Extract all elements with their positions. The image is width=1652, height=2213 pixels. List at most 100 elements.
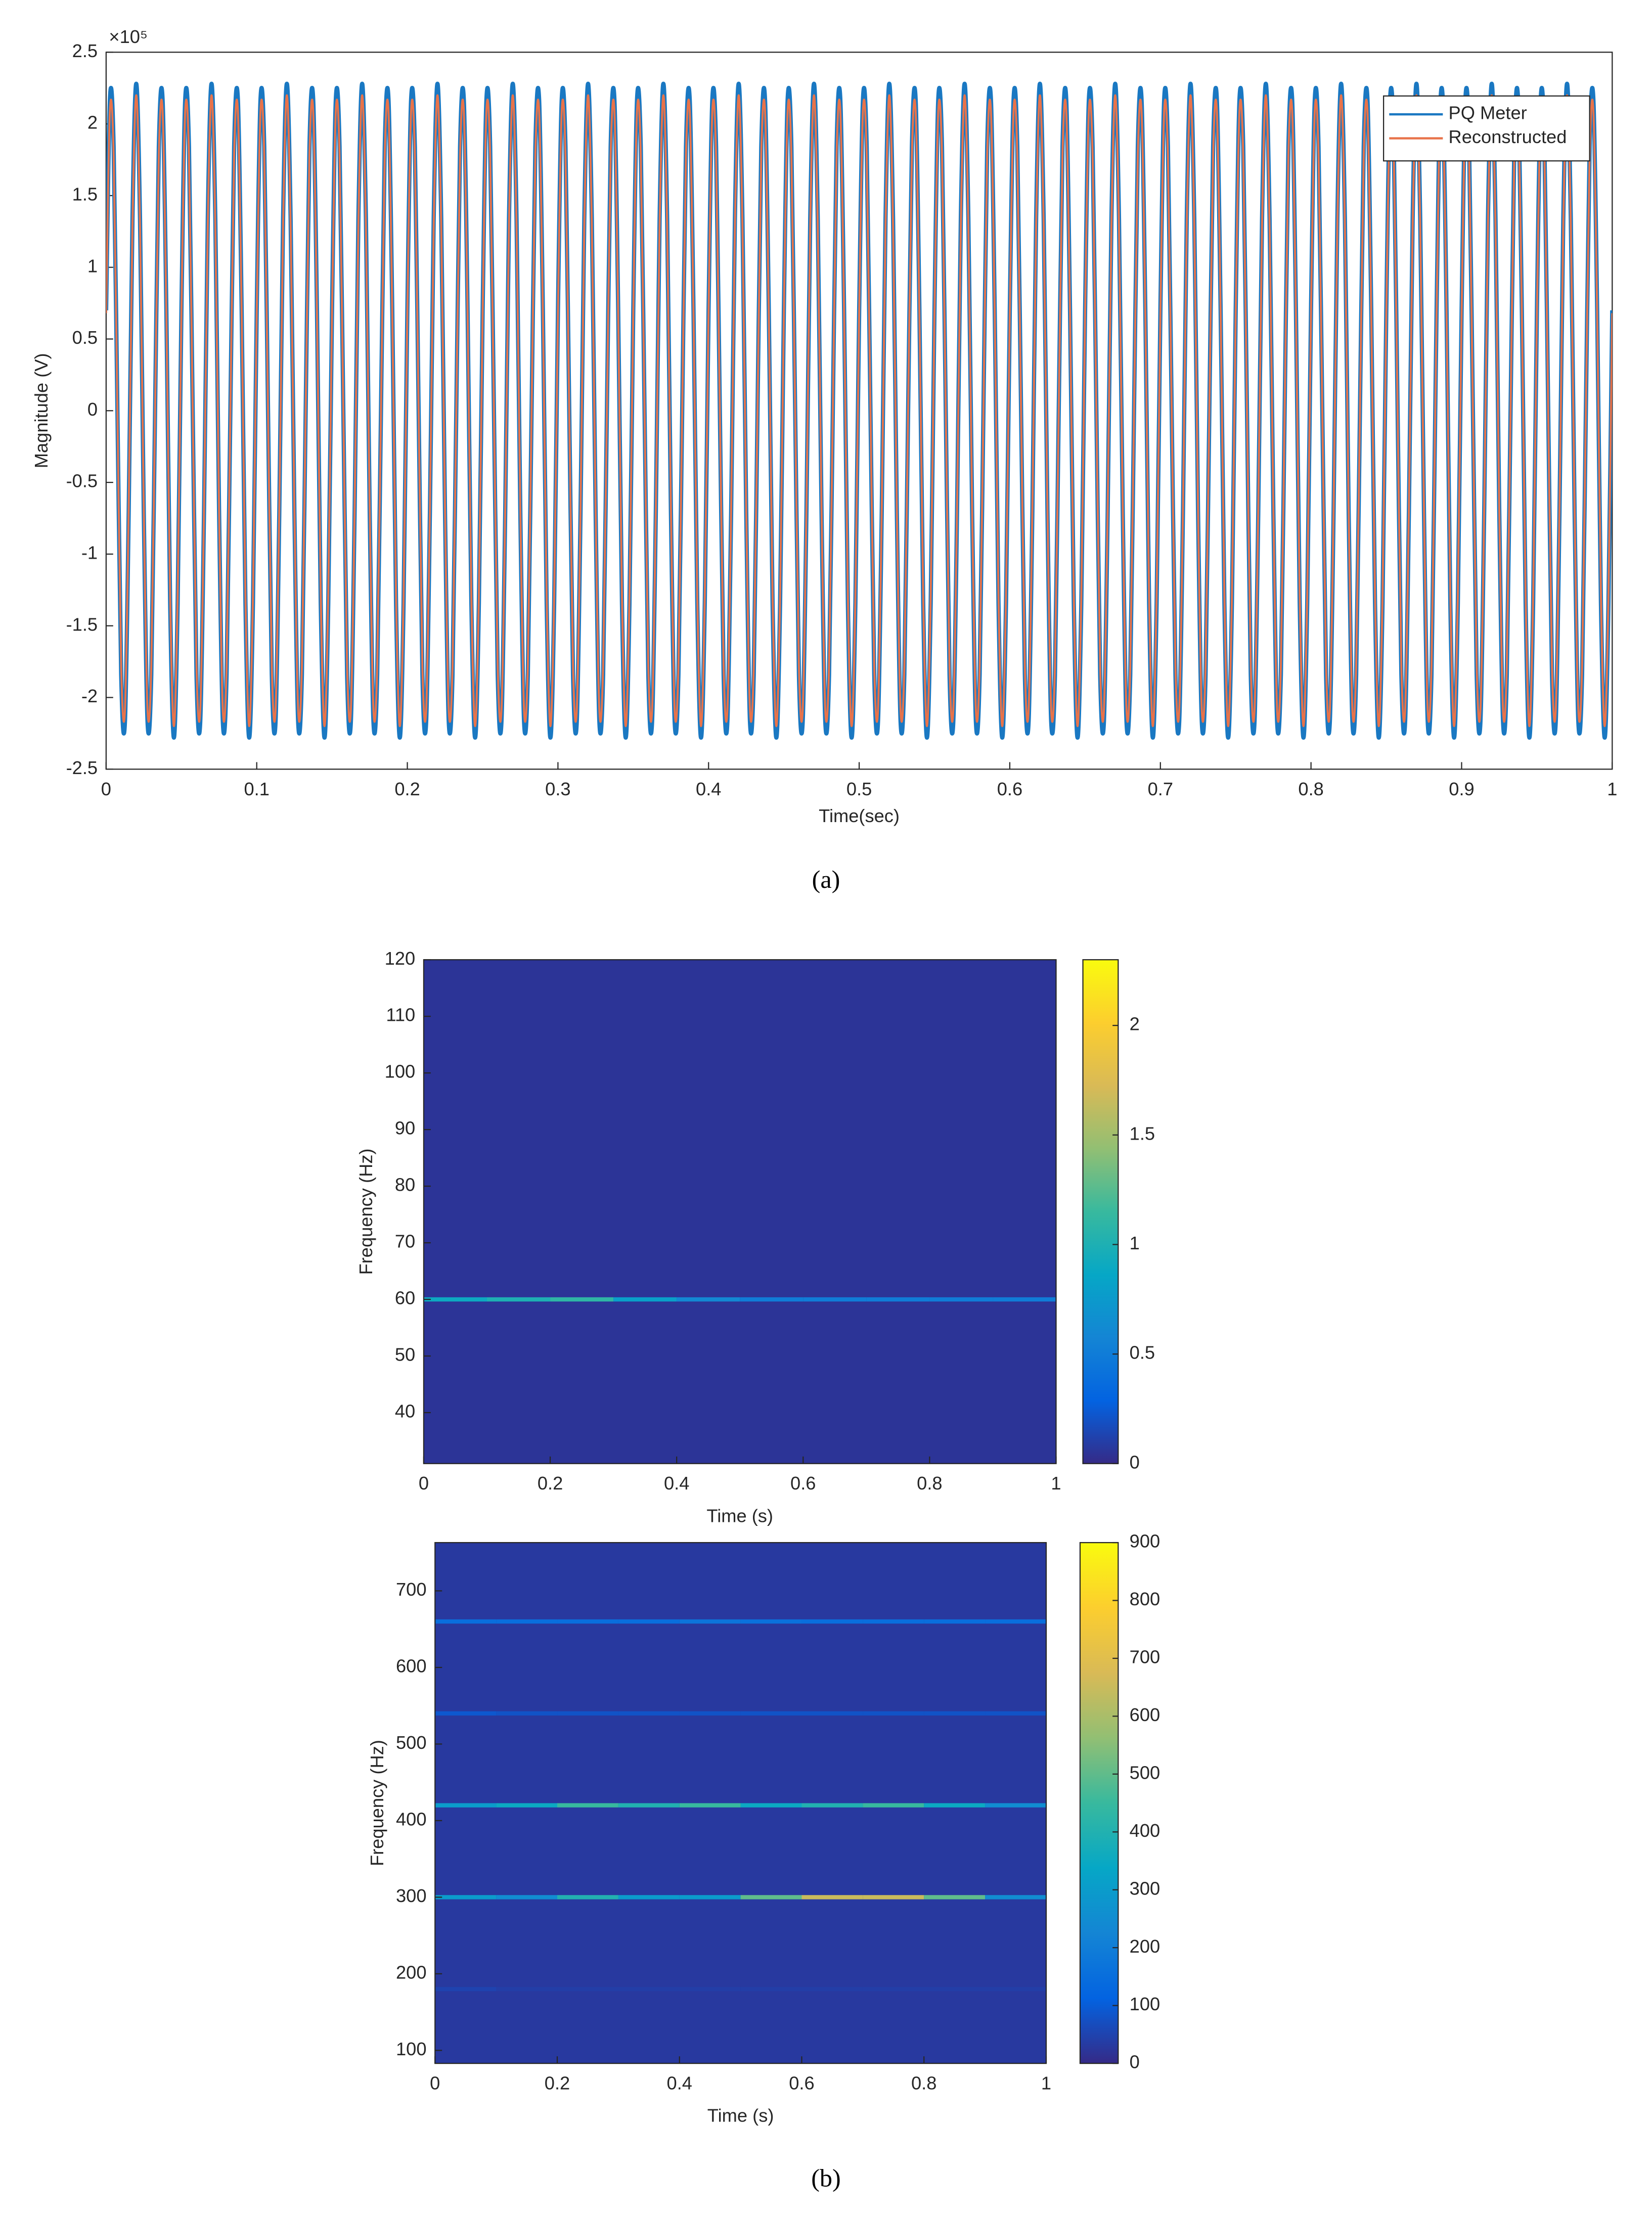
y-tick-label: 40 <box>395 1401 415 1422</box>
y-axis-label: Magnitude (V) <box>31 353 52 468</box>
colorbar-tick-label: 1 <box>1130 1233 1140 1253</box>
y-axis-label: Frequency (Hz) <box>367 1740 387 1866</box>
legend-label: PQ Meter <box>1449 103 1527 123</box>
y-tick-label: 70 <box>395 1231 415 1252</box>
x-tick-label: 0.9 <box>1449 779 1474 799</box>
heatmap-cell <box>863 1895 924 1900</box>
x-tick-label: 0.4 <box>667 2073 692 2094</box>
heatmap-cell <box>740 1895 802 1900</box>
heatmap-cell <box>863 1803 924 1808</box>
legend-box <box>1383 95 1590 162</box>
y-tick-label: 600 <box>396 1656 427 1677</box>
axis-exponent: ×10⁵ <box>109 26 148 47</box>
y-tick-label: 2.5 <box>72 40 98 61</box>
heatmap-cell <box>924 1986 986 1992</box>
y-tick-label: 80 <box>395 1175 415 1195</box>
heatmap-cell <box>924 1895 986 1900</box>
heatmap-cell <box>435 1986 497 1992</box>
colorbar-tick-label: 0.5 <box>1130 1342 1155 1363</box>
y-tick-label: -1 <box>81 543 98 563</box>
x-tick-label: 0.2 <box>538 1473 563 1494</box>
heatmap-cell <box>740 1619 802 1624</box>
heatmap-cell <box>679 1619 741 1624</box>
colorbar-tick-label: 100 <box>1130 1994 1160 2014</box>
heatmap-cell <box>985 1619 1046 1624</box>
heatmap-background <box>423 960 1056 1464</box>
heatmap-cell <box>550 1297 614 1302</box>
series-line <box>106 81 1613 740</box>
colorbar-tick-label: 700 <box>1130 1647 1160 1667</box>
heatmap-cell <box>679 1803 741 1808</box>
x-tick-label: 0.7 <box>1148 779 1173 799</box>
x-tick-label: 0.1 <box>244 779 269 799</box>
colorbar-tick-label: 1.5 <box>1130 1123 1155 1144</box>
y-tick-label: 100 <box>396 2039 427 2059</box>
heatmap-cell <box>801 1803 863 1808</box>
x-tick-label: 0 <box>101 779 111 799</box>
heatmap-cell <box>557 1619 618 1624</box>
colorbar <box>1079 1542 1119 2064</box>
heatmap-cell <box>929 1297 993 1302</box>
colorbar-tick-label: 600 <box>1130 1704 1160 1725</box>
heatmap-cell <box>924 1803 986 1808</box>
heatmap-cell <box>679 1711 741 1716</box>
y-tick-label: 200 <box>396 1962 427 1982</box>
plot-frame <box>434 1542 1047 2064</box>
heatmap-cell <box>924 1711 986 1716</box>
heatmap-cell <box>985 1986 1046 1992</box>
x-tick-label: 0.8 <box>917 1473 942 1494</box>
heatmap-cell <box>486 1297 551 1302</box>
heatmap-cell <box>618 1895 680 1900</box>
heatmap-cell <box>435 1711 497 1716</box>
x-tick-label: 1 <box>1041 2073 1051 2094</box>
x-tick-label: 0.4 <box>664 1473 689 1494</box>
legend-label: Reconstructed <box>1449 126 1567 147</box>
heatmap-cell <box>435 1619 497 1624</box>
y-tick-label: 100 <box>385 1061 416 1082</box>
heatmap-cell <box>618 1619 680 1624</box>
y-tick-label: 90 <box>395 1118 415 1139</box>
heatmap-cell <box>985 1803 1046 1808</box>
colorbar-tick-label: 2 <box>1130 1014 1140 1034</box>
heatmap-cell <box>801 1895 863 1900</box>
y-tick-label: 2 <box>87 112 98 133</box>
colorbar-tick-label: 200 <box>1130 1936 1160 1957</box>
heatmap-cell <box>496 1895 558 1900</box>
x-axis-label: Time (s) <box>707 2105 774 2126</box>
x-tick-label: 0.2 <box>545 2073 570 2094</box>
heatmap-cell <box>740 1986 802 1992</box>
y-axis-label: Frequency (Hz) <box>355 1149 376 1275</box>
colorbar-tick-label: 900 <box>1130 1531 1160 1552</box>
y-tick-label: -0.5 <box>66 471 98 491</box>
y-tick-label: 60 <box>395 1288 415 1308</box>
colorbar-tick-label: 500 <box>1130 1762 1160 1783</box>
colorbar <box>1082 959 1119 1464</box>
y-tick-label: -2.5 <box>66 757 98 778</box>
x-tick-label: 0.3 <box>545 779 570 799</box>
heatmap-cell <box>618 1711 680 1716</box>
heatmap-cell <box>435 1895 497 1900</box>
heatmap-cell <box>679 1986 741 1992</box>
x-tick-label: 1 <box>1607 779 1617 799</box>
x-tick-label: 0.6 <box>790 1473 816 1494</box>
heatmap-cell <box>496 1711 558 1716</box>
heatmap-cell <box>924 1619 986 1624</box>
y-tick-label: 110 <box>386 1005 415 1025</box>
heatmap-cell <box>618 1803 680 1808</box>
heatmap-cell <box>740 1803 802 1808</box>
heatmap-cell <box>985 1711 1046 1716</box>
x-tick-label: 0 <box>430 2073 440 2094</box>
x-tick-label: 0.2 <box>394 779 420 799</box>
heatmap-cell <box>496 1803 558 1808</box>
heatmap-cell <box>801 1619 863 1624</box>
heatmap-background <box>435 1543 1046 2064</box>
y-tick-label: 700 <box>396 1579 427 1600</box>
y-tick-label: 300 <box>396 1885 427 1906</box>
x-tick-label: 0.6 <box>789 2073 814 2094</box>
x-axis-label: Time(sec) <box>819 805 900 826</box>
heatmap-cell <box>557 1895 618 1900</box>
heatmap-cell <box>677 1297 740 1302</box>
y-tick-label: 120 <box>385 948 416 969</box>
